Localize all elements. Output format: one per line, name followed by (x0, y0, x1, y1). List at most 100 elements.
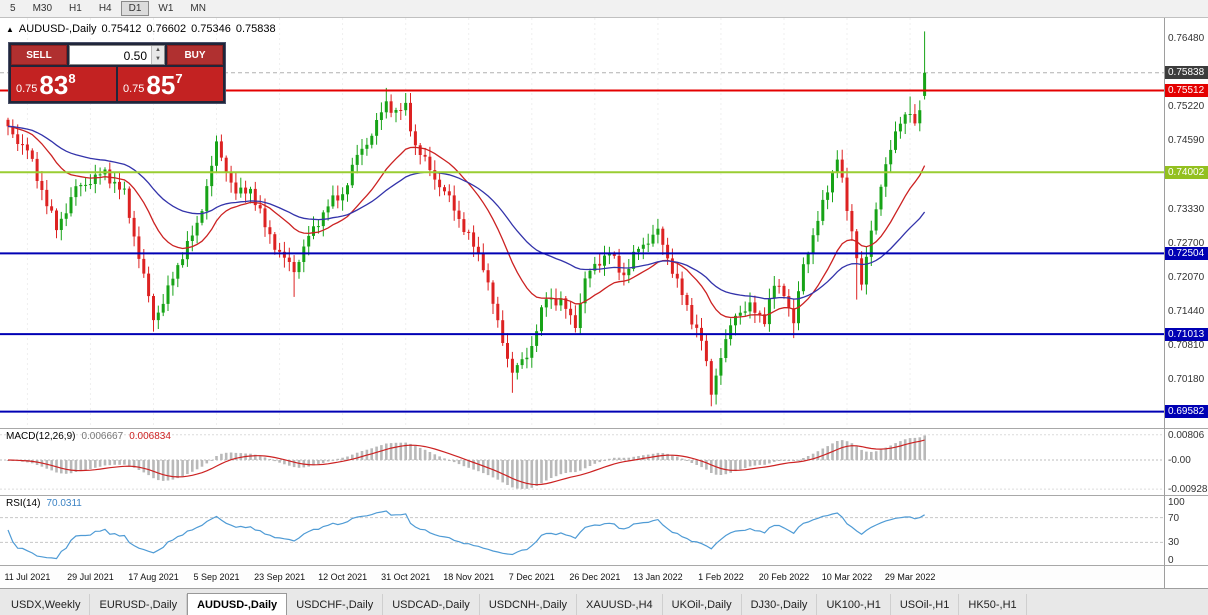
date-label: 5 Sep 2021 (193, 572, 240, 582)
price-axis-label: 0.72700 (1168, 237, 1205, 249)
price-axis-label: 0.75220 (1168, 101, 1205, 113)
buy-price-display[interactable]: 0.75 85 7 (118, 67, 223, 101)
buy-price-base: 0.75 (123, 83, 145, 95)
macd-axis-label: 0.00806 (1168, 430, 1205, 441)
price-axis-label: 0.76480 (1168, 33, 1205, 45)
macd-axis-scale[interactable]: 0.00806 -0.00 -0.00928 (1165, 429, 1208, 495)
timeframe-button-w1[interactable]: W1 (158, 3, 174, 14)
pane-separator[interactable] (0, 495, 1164, 496)
date-label: 17 Aug 2021 (128, 572, 179, 582)
chart-tab-eurusd-daily[interactable]: EURUSD-,Daily (90, 594, 188, 615)
macd-axis-label: -0.00 (1168, 455, 1191, 467)
ohlc-close-value: 0.75838 (235, 23, 276, 35)
sell-price-big: 83 (39, 70, 69, 100)
macd-main-value: 0.006667 (81, 431, 124, 442)
chart-tab-usdchf-daily[interactable]: USDCHF-,Daily (287, 594, 384, 615)
volume-decrease-button[interactable]: ▼ (152, 55, 164, 64)
sell-price-sup: 8 (68, 71, 76, 86)
rsi-axis-scale[interactable]: 100 70 30 0 (1165, 496, 1208, 565)
ohlc-high-value: 0.76602 (146, 23, 187, 35)
timeframe-toolbar: 5 M30 H1 H4 D1 W1 MN (0, 0, 1208, 18)
macd-axis-label: -0.00928 (1168, 484, 1208, 495)
ohlc-open-value: 0.75412 (101, 23, 142, 35)
price-marker-resistance-line: 0.75512 (1165, 83, 1208, 97)
price-marker-support-line: 0.69582 (1165, 405, 1208, 419)
buy-price-big: 85 (146, 70, 176, 100)
axis-separator (1165, 495, 1208, 496)
sell-button[interactable]: SELL (11, 45, 67, 65)
timeframe-button-h1[interactable]: H1 (69, 3, 82, 14)
date-label: 7 Dec 2021 (508, 572, 555, 582)
price-axis-label: 0.73330 (1168, 203, 1205, 215)
axis-separator (1165, 565, 1208, 566)
buy-price-sup: 7 (175, 71, 183, 86)
chart-tab-usoil-h1[interactable]: USOil-,H1 (891, 594, 960, 615)
price-pane: ▲ AUDUSD-,Daily 0.75412 0.76602 0.75346 … (0, 18, 1164, 428)
timeframe-button-5[interactable]: 5 (10, 3, 16, 14)
volume-stepper: ▲ ▼ (151, 46, 164, 64)
date-label: 11 Jul 2021 (4, 572, 51, 582)
chart-tab-dj30-daily[interactable]: DJ30-,Daily (742, 594, 818, 615)
macd-signal-value: 0.006834 (129, 431, 171, 442)
chart-symbol-label: AUDUSD-,Daily (18, 23, 97, 35)
chart-area: ▲ AUDUSD-,Daily 0.75412 0.76602 0.75346 … (0, 18, 1208, 588)
macd-name: MACD(12,26,9) (6, 431, 76, 442)
chart-tab-usdcnh-daily[interactable]: USDCNH-,Daily (480, 594, 578, 615)
chart-panes: ▲ AUDUSD-,Daily 0.75412 0.76602 0.75346 … (0, 18, 1164, 588)
rsi-label: RSI(14) 70.0311 (6, 498, 82, 509)
volume-value[interactable]: 0.50 (123, 49, 147, 63)
rsi-name: RSI(14) (6, 498, 41, 509)
price-marker-support-line: 0.74002 (1165, 165, 1208, 179)
rsi-value: 70.0311 (46, 498, 82, 509)
price-axis-column[interactable]: 0.76480 0.75220 0.74590 0.73330 0.72700 0.720… (1164, 18, 1208, 588)
chart-expand-icon[interactable]: ▲ (6, 24, 14, 34)
chart-tab-usdcad-daily[interactable]: USDCAD-,Daily (383, 594, 480, 615)
price-marker-support-line: 0.72504 (1165, 246, 1208, 260)
chart-tab-uk100-h1[interactable]: UK100-,H1 (817, 594, 891, 615)
buy-button[interactable]: BUY (167, 45, 223, 65)
axis-separator (1165, 428, 1208, 429)
date-label: 10 Mar 2022 (821, 572, 873, 582)
sell-price-display[interactable]: 0.75 83 8 (11, 67, 116, 101)
sell-price-base: 0.75 (16, 83, 38, 95)
price-axis-scale[interactable]: 0.76480 0.75220 0.74590 0.73330 0.72700 0.720… (1165, 18, 1208, 428)
chart-tab-usdx-weekly[interactable]: USDX,Weekly (2, 594, 91, 615)
price-chart-canvas[interactable] (0, 18, 1164, 428)
rsi-canvas[interactable] (0, 496, 1164, 565)
rsi-axis-label: 0 (1168, 555, 1174, 565)
price-axis-label: 0.72070 (1168, 271, 1205, 283)
price-axis-label: 0.71440 (1168, 306, 1205, 317)
rsi-axis-label: 30 (1168, 537, 1180, 549)
macd-label: MACD(12,26,9) 0.006667 0.006834 (6, 431, 171, 442)
chart-tab-audusd-daily[interactable]: AUDUSD-,Daily (187, 593, 288, 615)
date-label: 23 Sep 2021 (254, 572, 306, 582)
volume-field[interactable]: 0.50 ▲ ▼ (69, 45, 165, 65)
date-label: 31 Oct 2021 (381, 572, 431, 582)
date-label: 20 Feb 2022 (758, 572, 810, 582)
axis-corner (1165, 566, 1208, 588)
price-axis-label: 0.70810 (1168, 340, 1205, 352)
volume-increase-button[interactable]: ▲ (152, 46, 164, 55)
chart-tab-ukoil-daily[interactable]: UKOil-,Daily (663, 594, 742, 615)
date-label: 13 Jan 2022 (633, 572, 683, 582)
timeframe-button-d1[interactable]: D1 (120, 1, 150, 16)
timeframe-button-h4[interactable]: H4 (98, 3, 112, 14)
price-axis-label: 0.74590 (1168, 135, 1205, 147)
chart-ohlc-header: ▲ AUDUSD-,Daily 0.75412 0.76602 0.75346 … (6, 23, 276, 35)
timeframe-button-m30[interactable]: M30 (32, 3, 53, 14)
chart-tab-xauusd-h4[interactable]: XAUUSD-,H4 (577, 594, 663, 615)
date-axis[interactable]: 11 Jul 2021 29 Jul 2021 17 Aug 2021 5 Sep 2… (0, 566, 1164, 588)
price-marker-last-price: 0.75838 (1165, 66, 1208, 80)
macd-canvas[interactable] (0, 429, 1164, 495)
chart-tab-hk50-h1[interactable]: HK50-,H1 (959, 594, 1027, 615)
pane-separator[interactable] (0, 428, 1164, 429)
date-label: 18 Nov 2021 (443, 572, 495, 582)
date-label: 12 Oct 2021 (318, 572, 368, 582)
date-label: 29 Mar 2022 (884, 572, 936, 582)
date-label: 26 Dec 2021 (569, 572, 621, 582)
pane-separator[interactable] (0, 565, 1164, 566)
rsi-axis-label: 70 (1168, 512, 1180, 524)
rsi-axis-label: 100 (1168, 497, 1185, 508)
timeframe-button-mn[interactable]: MN (190, 3, 206, 14)
